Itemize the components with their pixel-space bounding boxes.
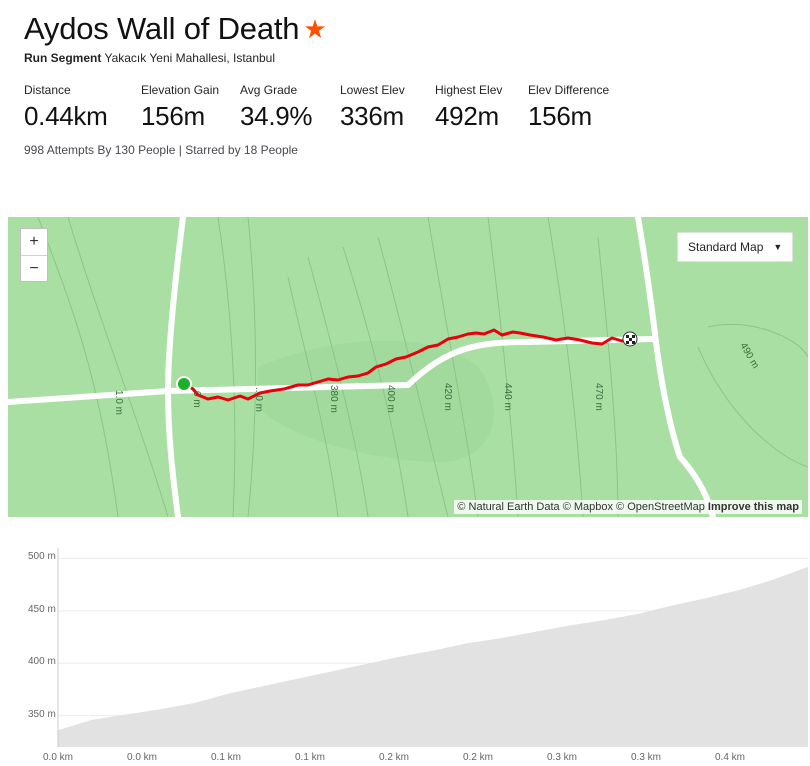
x-tick-label: 0.1 km bbox=[211, 752, 242, 763]
map-canvas[interactable]: 1.0 m 0 m ...0 m 380 m 400 m 420 m 440 m… bbox=[8, 217, 808, 517]
stat-value: 0.44km bbox=[24, 101, 108, 131]
contour-label: 440 m bbox=[502, 383, 513, 411]
contour-label: 0 m bbox=[191, 391, 202, 408]
segment-location: Yakacık Yeni Mahallesi, Istanbul bbox=[104, 51, 276, 65]
map-style-select[interactable]: Standard Map ▼ bbox=[677, 232, 793, 262]
map-attribution: © Natural Earth Data © Mapbox © OpenStre… bbox=[454, 500, 802, 514]
zoom-in-button[interactable]: + bbox=[29, 233, 39, 250]
elevation-chart-svg bbox=[57, 548, 808, 747]
map-zoom-control: + − bbox=[20, 228, 48, 282]
y-tick-label: 350 m bbox=[28, 708, 56, 720]
stat-label: Elev Difference bbox=[528, 83, 610, 97]
chevron-down-icon: ▼ bbox=[773, 242, 783, 252]
stat-label: Avg Grade bbox=[240, 83, 298, 97]
stat-value: 34.9% bbox=[240, 101, 313, 131]
y-tick-label: 500 m bbox=[28, 551, 56, 563]
x-tick-label: 0.1 km bbox=[295, 752, 326, 763]
roads bbox=[8, 217, 716, 517]
attempts-summary: 998 Attempts By 130 People | Starred by … bbox=[24, 143, 298, 157]
stat-value: 156m bbox=[528, 101, 592, 131]
stat-elevation-gain: Elevation Gain 156m bbox=[141, 83, 219, 132]
segment-route bbox=[183, 328, 631, 402]
start-marker-icon bbox=[176, 376, 192, 392]
y-tick-label: 400 m bbox=[28, 656, 56, 668]
attribution-text[interactable]: © Natural Earth Data © Mapbox © OpenStre… bbox=[457, 501, 705, 513]
segment-map[interactable]: 1.0 m 0 m ...0 m 380 m 400 m 420 m 440 m… bbox=[8, 217, 808, 517]
improve-map-link[interactable]: Improve this map bbox=[707, 501, 799, 513]
x-tick-label: 0.0 km bbox=[43, 752, 74, 763]
x-tick-label: 0.2 km bbox=[463, 752, 494, 763]
segment-header: Aydos Wall of Death ★ Run Segment Yakacı… bbox=[24, 8, 784, 65]
stat-label: Highest Elev bbox=[435, 83, 503, 97]
stat-highest-elev: Highest Elev 492m bbox=[435, 83, 502, 132]
x-tick-label: 0.3 km bbox=[547, 752, 578, 763]
x-tick-label: 0.3 km bbox=[631, 752, 662, 763]
stat-label: Lowest Elev bbox=[340, 83, 405, 97]
segment-subtitle: Run Segment Yakacık Yeni Mahallesi, Ista… bbox=[24, 51, 784, 65]
x-tick-label: 0.0 km bbox=[127, 752, 158, 763]
contour-lines bbox=[37, 217, 808, 517]
elevation-area bbox=[58, 566, 808, 747]
contour-label: 470 m bbox=[593, 383, 604, 411]
contour-label: ...0 m bbox=[253, 387, 264, 412]
stat-avg-grade: Avg Grade 34.9% bbox=[240, 83, 313, 132]
stat-label: Distance bbox=[24, 83, 71, 97]
contour-label-group: 1.0 m 0 m ...0 m 380 m 400 m 420 m 440 m… bbox=[113, 341, 761, 415]
stat-value: 336m bbox=[340, 101, 404, 131]
contour-label: 380 m bbox=[328, 385, 339, 413]
y-tick-label: 450 m bbox=[28, 603, 56, 615]
map-park-area bbox=[258, 340, 494, 463]
stat-distance: Distance 0.44km bbox=[24, 83, 108, 132]
stat-elev-difference: Elev Difference 156m bbox=[528, 83, 609, 132]
contour-label: 1.0 m bbox=[113, 390, 124, 415]
map-style-label: Standard Map bbox=[688, 240, 764, 254]
stat-value: 492m bbox=[435, 101, 499, 131]
contour-label: 420 m bbox=[442, 383, 453, 411]
x-tick-label: 0.4 km bbox=[715, 752, 746, 763]
stat-lowest-elev: Lowest Elev 336m bbox=[340, 83, 405, 132]
x-tick-label: 0.2 km bbox=[379, 752, 410, 763]
star-icon[interactable]: ★ bbox=[303, 14, 327, 44]
stat-label: Elevation Gain bbox=[141, 83, 220, 97]
stat-value: 156m bbox=[141, 101, 205, 131]
finish-flag-icon bbox=[622, 331, 638, 347]
segment-type-label: Run Segment bbox=[24, 51, 102, 65]
segment-stats: Distance 0.44km Elevation Gain 156m Avg … bbox=[24, 83, 724, 143]
segment-title: Aydos Wall of Death bbox=[24, 11, 300, 46]
contour-label: 400 m bbox=[385, 385, 396, 413]
contour-label: 490 m bbox=[737, 341, 760, 371]
zoom-out-button[interactable]: − bbox=[21, 255, 47, 282]
elevation-profile-chart[interactable]: 500 m 450 m 400 m 350 m 0.0 km 0.0 km 0.1 km 0… bbox=[0, 540, 810, 766]
